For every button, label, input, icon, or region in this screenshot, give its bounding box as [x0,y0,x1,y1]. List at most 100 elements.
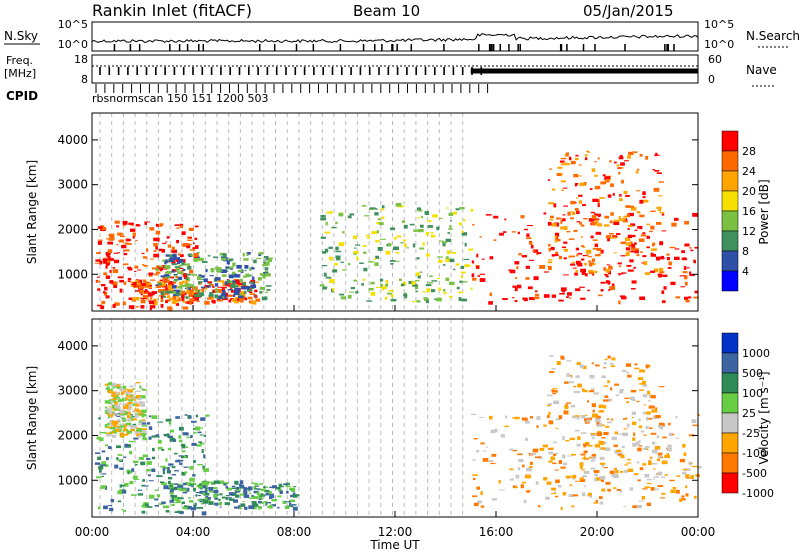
heat-cell [134,414,139,418]
heat-cell [543,212,547,215]
heat-cell [657,485,664,487]
heat-cell [644,474,650,478]
heat-cell [178,489,183,491]
heat-cell [625,252,630,257]
heat-cell [591,437,595,439]
heat-cell [618,215,621,220]
heat-cell [651,441,656,445]
heat-cell [646,478,652,481]
heat-cell [232,282,236,284]
heat-cell [259,286,266,290]
x-tick-label: 04:00 [176,525,211,539]
heat-cell [113,425,120,428]
heat-cell [349,213,355,216]
heat-cell [625,194,630,197]
heat-cell [171,246,175,251]
heat-cell [146,281,149,286]
heat-cell [114,302,120,306]
heat-cell [135,382,141,384]
heat-cell [281,485,284,488]
heat-cell [158,289,164,292]
heat-cell [567,211,571,216]
heat-cell [627,458,631,461]
heat-cell [167,448,172,451]
heat-cell [177,276,183,281]
heat-cell [580,414,586,419]
heat-cell [132,410,137,413]
heat-cell [442,264,446,266]
heat-cell [251,288,255,290]
heat-cell [168,476,173,480]
heat-cell [221,287,227,289]
heat-cell [119,409,125,414]
heat-cell [134,270,137,272]
heat-cell [95,259,101,262]
heat-cell [111,434,116,438]
heat-cell [387,292,392,295]
heat-cell [214,502,219,506]
heat-cell [243,258,249,261]
heat-cell [524,438,528,441]
heat-cell [442,243,446,247]
heat-cell [205,495,209,499]
heat-cell [460,266,465,269]
heat-cell [194,245,199,249]
heat-cell [353,235,357,240]
heat-cell [249,268,252,271]
heat-cell [584,157,588,161]
heat-cell [141,510,146,514]
heat-cell [99,437,104,441]
heat-cell [202,499,208,504]
heat-cell [626,242,632,246]
heat-cell [258,501,262,504]
heat-cell [353,251,359,255]
heat-cell [697,466,702,469]
heat-cell [174,278,179,281]
heat-cell [514,416,520,420]
heat-cell [614,161,617,164]
heat-cell [537,505,541,508]
heat-cell [690,249,694,252]
heat-cell [595,231,602,235]
x-tick-label: 16:00 [479,525,514,539]
heat-cell [211,487,218,489]
heat-cell [616,489,622,491]
heat-cell [104,260,109,263]
heat-cell [376,230,379,234]
heat-cell [361,283,364,286]
heat-cell [586,254,589,256]
heat-cell [162,470,165,475]
heat-cell [127,280,131,282]
heat-cell [115,391,119,396]
heat-cell [103,505,108,510]
heat-cell [596,477,602,481]
heat-cell [141,409,147,413]
heat-cell [629,241,633,246]
heat-cell [634,367,640,370]
heat-cell [228,258,234,261]
heat-cell [584,485,587,487]
heat-cell [621,179,624,184]
heat-cell [127,243,132,245]
heat-cell [654,445,661,450]
heat-cell [577,383,582,388]
heat-cell [459,222,462,226]
heat-cell [555,418,561,421]
heat-cell [597,214,601,218]
colorbar-tick-label: 4 [742,265,749,278]
heat-cell [134,390,141,392]
heat-cell [607,194,612,198]
heat-cell [416,207,421,211]
heat-cell [516,284,522,289]
heat-cell [180,254,184,257]
heat-cell [591,258,595,262]
heat-cell [659,241,664,246]
heat-cell [435,297,442,302]
heat-cell [659,267,664,272]
velocity-heatmap [94,319,702,517]
heat-cell [559,160,565,163]
heat-cell [122,420,126,422]
heat-cell [153,298,159,300]
